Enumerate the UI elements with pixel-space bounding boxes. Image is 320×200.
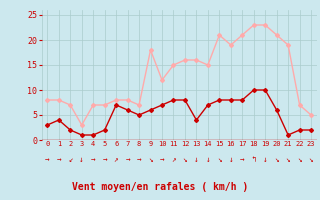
Text: ↓: ↓ bbox=[79, 156, 84, 164]
Text: ↘: ↘ bbox=[309, 156, 313, 164]
Text: ↘: ↘ bbox=[217, 156, 222, 164]
Text: →: → bbox=[102, 156, 107, 164]
Text: ↘: ↘ bbox=[183, 156, 187, 164]
Text: →: → bbox=[125, 156, 130, 164]
Text: ↗: ↗ bbox=[114, 156, 118, 164]
Text: →: → bbox=[160, 156, 164, 164]
Text: →: → bbox=[45, 156, 50, 164]
Text: ↘: ↘ bbox=[297, 156, 302, 164]
Text: →: → bbox=[240, 156, 244, 164]
Text: ↓: ↓ bbox=[205, 156, 210, 164]
Text: ↓: ↓ bbox=[228, 156, 233, 164]
Text: Vent moyen/en rafales ( km/h ): Vent moyen/en rafales ( km/h ) bbox=[72, 182, 248, 192]
Text: →: → bbox=[57, 156, 61, 164]
Text: ↓: ↓ bbox=[263, 156, 268, 164]
Text: ↰: ↰ bbox=[252, 156, 256, 164]
Text: ↘: ↘ bbox=[286, 156, 291, 164]
Text: ↘: ↘ bbox=[148, 156, 153, 164]
Text: →: → bbox=[137, 156, 141, 164]
Text: →: → bbox=[91, 156, 95, 164]
Text: ↓: ↓ bbox=[194, 156, 199, 164]
Text: ↙: ↙ bbox=[68, 156, 73, 164]
Text: ↗: ↗ bbox=[171, 156, 176, 164]
Text: ↘: ↘ bbox=[274, 156, 279, 164]
